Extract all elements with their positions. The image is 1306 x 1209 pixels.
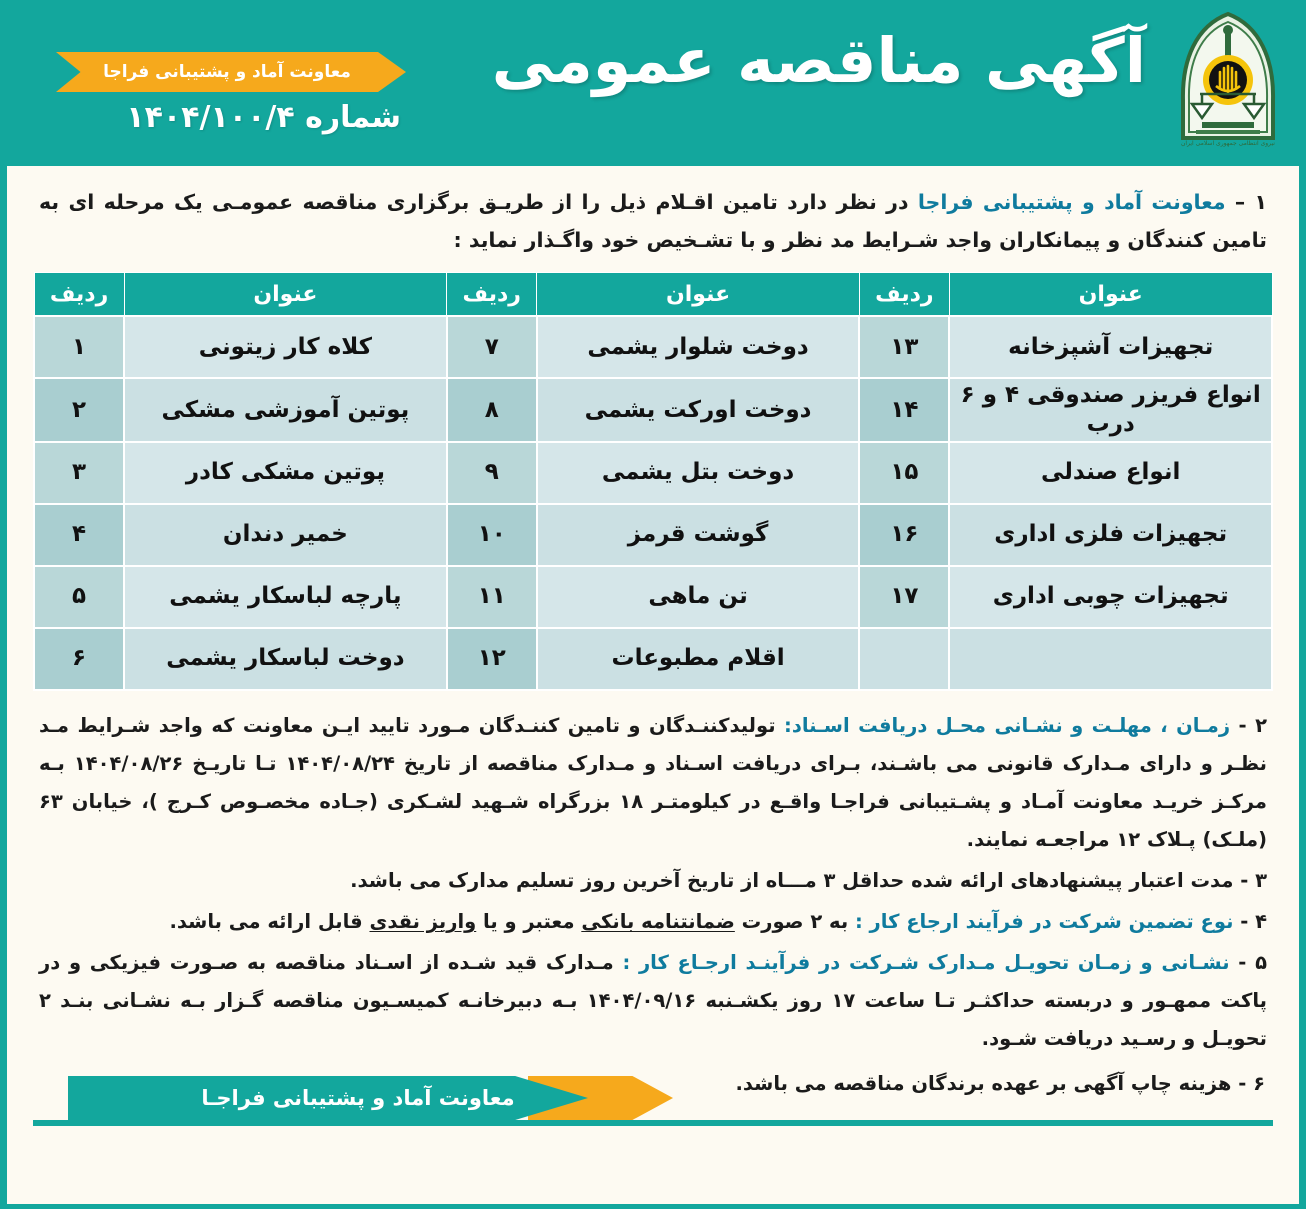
clause-6-number: ۶ - bbox=[1238, 1071, 1265, 1095]
clause-2: ۲ - زمـان ، مهلـت و نشـانی محـل دریافت ا… bbox=[39, 707, 1267, 859]
clause-4-number: ۴ - bbox=[1240, 909, 1267, 933]
clause-3: ۳ - مدت اعتبار پیشنهادهای ارائه شده حداق… bbox=[39, 862, 1267, 900]
item-number: ۱۶ bbox=[858, 502, 951, 567]
item-name: انواع فریزر صندوقی ۴ و ۶ درب bbox=[948, 377, 1273, 443]
item-number: ۱۰ bbox=[445, 502, 538, 567]
clause-3-number: ۳ - bbox=[1240, 868, 1267, 892]
item-number: ۱۵ bbox=[858, 440, 951, 505]
item-name: پوتین مشکی کادر bbox=[123, 440, 448, 505]
item-number: ۱۷ bbox=[858, 564, 951, 629]
clause-4-body-post: قابل ارائه می باشد. bbox=[169, 909, 370, 933]
items-table-wrap: AriaTender مرجع تخصصی معاملات آریاتندر ع… bbox=[32, 271, 1273, 691]
clauses-section: ۲ - زمـان ، مهلـت و نشـانی محـل دریافت ا… bbox=[33, 707, 1273, 1058]
clause-4-body-mid: معتبر و یا bbox=[476, 909, 582, 933]
item-number: ۱۴ bbox=[858, 377, 951, 443]
clause-5-body: مـدارک قید شـده از اسـناد مناقصه به صـور… bbox=[39, 950, 1267, 1050]
header-title-3: عنوان bbox=[948, 271, 1273, 317]
item-number: ۵ bbox=[32, 564, 126, 629]
clause-2-lead: زمـان ، مهلـت و نشـانی محـل دریافت اسـنا… bbox=[784, 713, 1231, 737]
item-name: انواع صندلی bbox=[948, 440, 1273, 505]
clause-4-lead: نوع تضمین شرکت در فرآیند ارجاع کار : bbox=[854, 909, 1234, 933]
item-number: ۳ bbox=[32, 440, 126, 505]
intro-clause-number: ۱ – bbox=[1234, 190, 1268, 214]
item-name: دوخت شلوار یشمی bbox=[535, 315, 861, 380]
header-row-3: ردیف bbox=[858, 271, 950, 317]
item-number: ۱ bbox=[32, 315, 126, 380]
clause-3-body: مدت اعتبار پیشنهادهای ارائه شده حداقل ۳ … bbox=[350, 868, 1234, 892]
item-number: ۸ bbox=[445, 377, 538, 443]
item-name-empty bbox=[948, 626, 1273, 691]
clause-5-lead: نشـانی و زمـان تحویـل مـدارک شـرکت در فر… bbox=[622, 950, 1230, 974]
item-number: ۹ bbox=[445, 440, 538, 505]
clause-4: ۴ - نوع تضمین شرکت در فرآیند ارجاع کار :… bbox=[39, 903, 1267, 941]
intro-text: در نظر دارد تامین اقـلام ذیل را از طریـق… bbox=[39, 190, 1267, 252]
clause-5: ۵ - نشـانی و زمـان تحویـل مـدارک شـرکت د… bbox=[39, 944, 1267, 1058]
clause-4-guarantee-cash: واریز نقدی bbox=[369, 909, 477, 933]
header-title-2: عنوان bbox=[536, 271, 860, 317]
footer-divider bbox=[33, 1119, 1273, 1126]
table-row: تجهیزات چوبی اداری ۱۷ تن ماهی ۱۱ پارچه ل… bbox=[32, 564, 1273, 629]
table-row: تجهیزات فلزی اداری ۱۶ گوشت قرمز ۱۰ خمیر … bbox=[32, 502, 1273, 567]
clause-4-body-pre: به ۲ صورت bbox=[734, 909, 849, 933]
table-row: انواع فریزر صندوقی ۴ و ۶ درب ۱۴ دوخت اور… bbox=[32, 377, 1273, 443]
clause-5-number: ۵ - bbox=[1238, 950, 1268, 974]
page-title: آگهی مناقصه عمومی bbox=[491, 24, 1147, 97]
header-row-2: ردیف bbox=[446, 271, 538, 317]
table-header-row: عنوان ردیف عنوان ردیف عنوان ردیف bbox=[33, 271, 1273, 317]
item-name: تجهیزات چوبی اداری bbox=[948, 564, 1273, 629]
item-name: اقلام مطبوعات bbox=[535, 626, 861, 691]
svg-text:نیروی انتظامی جمهوری اسلامی ای: نیروی انتظامی جمهوری اسلامی ایران bbox=[1181, 140, 1275, 147]
item-number-empty bbox=[858, 626, 951, 691]
clause-6-body: هزینه چاپ آگهی بر عهده برندگان مناقصه می… bbox=[735, 1071, 1232, 1095]
item-number: ۲ bbox=[32, 377, 126, 443]
intro-org-name: معاونت آماد و پشتیبانی فراجا bbox=[917, 190, 1226, 214]
item-name: تجهیزات آشپزخانه bbox=[948, 315, 1273, 380]
table-row: انواع صندلی ۱۵ دوخت بتل یشمی ۹ پوتین مشک… bbox=[32, 440, 1273, 505]
item-number: ۱۲ bbox=[445, 626, 538, 691]
clause-2-body: تولیدکننـدگان و تامین کننـدگان مـورد تای… bbox=[39, 713, 1268, 851]
header-row-1: ردیف bbox=[33, 271, 125, 317]
footer-bar: ۶ - هزینه چاپ آگهی بر عهده برندگان مناقص… bbox=[33, 1063, 1273, 1126]
item-name: دوخت بتل یشمی bbox=[535, 440, 861, 505]
items-table: عنوان ردیف عنوان ردیف عنوان ردیف تجهیزات… bbox=[32, 271, 1273, 691]
item-name: کلاه کار زیتونی bbox=[123, 315, 448, 380]
header-title-1: عنوان bbox=[123, 271, 448, 317]
item-name: تجهیزات فلزی اداری bbox=[948, 502, 1273, 567]
item-name: تن ماهی bbox=[535, 564, 861, 629]
item-number: ۶ bbox=[32, 626, 126, 691]
clause-4-guarantee-bank: ضمانتنامه بانکی bbox=[581, 909, 735, 933]
item-number: ۱۱ bbox=[445, 564, 538, 629]
faraja-police-emblem-icon: نیروی انتظامی جمهوری اسلامی ایران bbox=[1180, 11, 1275, 147]
item-number: ۷ bbox=[445, 315, 538, 380]
footer-organization-banner: معاونت آماد و پشتیبانی فراجـا bbox=[68, 1075, 588, 1120]
item-name: دوخت اورکت یشمی bbox=[535, 377, 861, 443]
item-name: دوخت لباسکار یشمی bbox=[123, 626, 448, 691]
item-number: ۴ bbox=[32, 502, 126, 567]
announcement-number: شماره ۱۴۰۴/۱۰۰/۴ bbox=[126, 100, 401, 135]
item-number: ۱۳ bbox=[858, 315, 951, 380]
item-name: پوتین آموزشی مشکی bbox=[123, 377, 448, 443]
document-body: ۱ – معاونت آماد و پشتیبانی فراجا در نظر … bbox=[0, 166, 1306, 1209]
item-name: گوشت قرمز bbox=[535, 502, 861, 567]
header-banner: نیروی انتظامی جمهوری اسلامی ایران آگهی م… bbox=[0, 0, 1306, 166]
header-badge-wrap: معاونت آماد و پشتیبانی فراجا bbox=[56, 52, 406, 92]
organization-badge: معاونت آماد و پشتیبانی فراجا bbox=[56, 52, 406, 92]
clause-2-number: ۲ - bbox=[1238, 713, 1267, 737]
table-row: تجهیزات آشپزخانه ۱۳ دوخت شلوار یشمی ۷ کل… bbox=[32, 315, 1273, 380]
table-row: اقلام مطبوعات ۱۲ دوخت لباسکار یشمی ۶ bbox=[32, 626, 1273, 691]
item-name: پارچه لباسکار یشمی bbox=[123, 564, 448, 629]
item-name: خمیر دندان bbox=[123, 502, 448, 567]
clause-6: ۶ - هزینه چاپ آگهی بر عهده برندگان مناقص… bbox=[736, 1072, 1265, 1095]
intro-paragraph: ۱ – معاونت آماد و پشتیبانی فراجا در نظر … bbox=[33, 180, 1273, 270]
